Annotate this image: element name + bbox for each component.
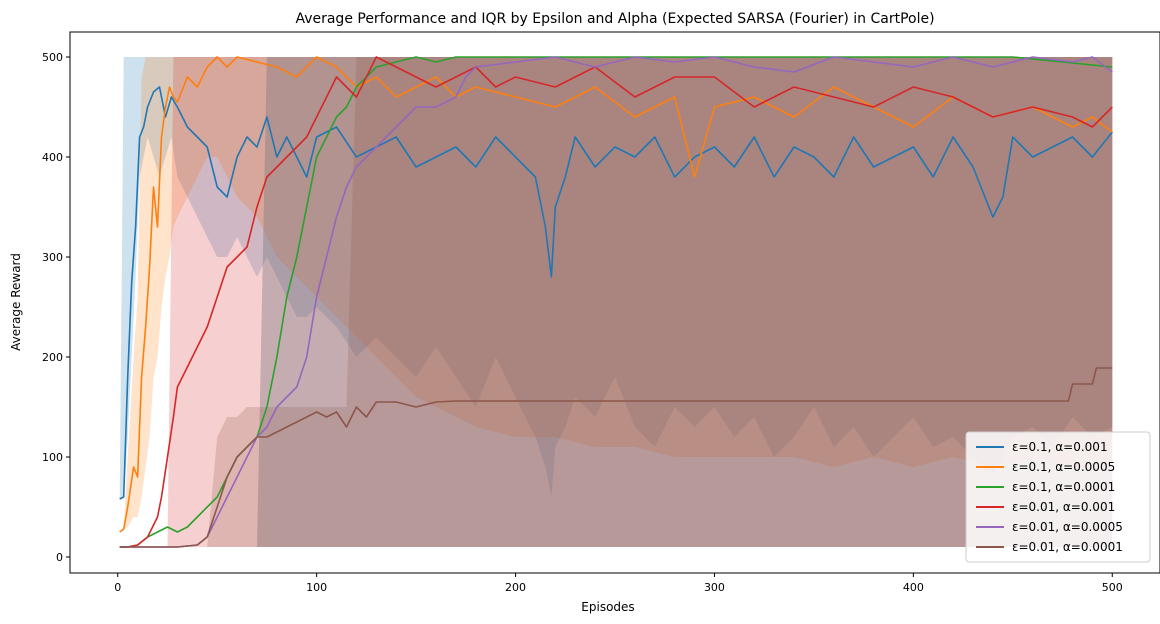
y-tick-label: 300 [42,251,63,264]
series-line-3 [119,56,1113,548]
x-tick-label: 200 [505,581,526,594]
x-tick-label: 0 [114,581,121,594]
legend-box [965,431,1151,563]
iqr-band-4 [119,57,1113,547]
iqr-band-6 [119,57,1113,547]
iqr-bands [119,57,1113,547]
legend-label: ε=0.1, α=0.001 [1012,440,1108,454]
y-tick-label: 200 [42,351,63,364]
series-line-1 [119,86,1113,500]
series-line-4 [119,56,1113,548]
series-line-6 [119,367,1113,548]
x-axis: 0 100 200 300 400 500 [114,573,1123,594]
y-axis: 0 100 200 300 400 500 [42,51,70,564]
legend-label: ε=0.01, α=0.0005 [1012,520,1123,534]
iqr-band-2 [119,57,1113,532]
y-tick-label: 0 [56,551,63,564]
chart-title: Average Performance and IQR by Epsilon a… [295,11,934,27]
x-tick-label: 100 [306,581,327,594]
legend-label: ε=0.01, α=0.0001 [1012,540,1123,554]
iqr-band-5 [119,57,1113,547]
legend-label: ε=0.1, α=0.0001 [1012,480,1115,494]
iqr-band-1 [119,57,1113,499]
y-tick-label: 100 [42,451,63,464]
series-line-2 [119,56,1113,533]
x-tick-label: 400 [903,581,924,594]
y-axis-label: Average Reward [9,253,23,351]
y-tick-label: 400 [42,151,63,164]
x-axis-label: Episodes [581,600,634,614]
legend-label: ε=0.1, α=0.0005 [1012,460,1115,474]
plot-frame [69,31,1160,574]
x-tick-label: 300 [704,581,725,594]
series-lines [119,56,1113,548]
series-line-5 [119,56,1113,548]
x-tick-label: 500 [1102,581,1123,594]
iqr-band-3 [119,57,1113,547]
y-tick-label: 500 [42,51,63,64]
legend-label: ε=0.01, α=0.001 [1012,500,1115,514]
legend: ε=0.1, α=0.001 ε=0.1, α=0.0005 ε=0.1, α=0.… [965,431,1151,563]
